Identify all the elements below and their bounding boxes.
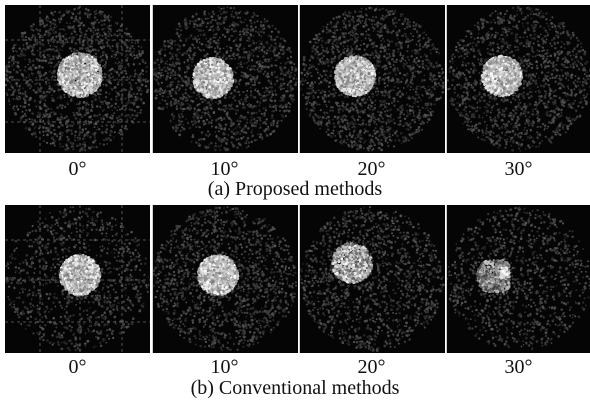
beam-image-conventional-0deg — [5, 205, 150, 353]
beam-image-proposed-30deg — [446, 5, 590, 153]
beam-image-proposed-0deg-svg — [5, 5, 150, 153]
beam-image-conventional-10deg-svg — [153, 206, 298, 352]
angle-label-conventional-0deg: 0° — [5, 356, 150, 378]
beam-image-conventional-0deg-svg — [5, 205, 150, 353]
beam-image-conventional-20deg-svg — [300, 205, 445, 352]
angle-label-proposed-0deg: 0° — [5, 158, 150, 180]
angle-label-conventional-30deg: 30° — [446, 356, 590, 378]
beam-image-conventional-10deg — [152, 205, 298, 353]
angle-label-conventional-20deg: 20° — [299, 356, 444, 378]
beam-image-conventional-20deg — [299, 205, 445, 353]
beam-image-proposed-20deg — [299, 5, 445, 153]
angle-label-proposed-30deg: 30° — [446, 158, 590, 180]
angle-label-proposed-20deg: 20° — [299, 158, 444, 180]
beam-image-proposed-0deg — [5, 5, 150, 153]
beam-image-proposed-20deg-svg — [300, 6, 445, 152]
caption-proposed-methods: (a) Proposed methods — [0, 178, 590, 200]
beam-image-proposed-10deg — [152, 5, 298, 153]
proposed-methods-row — [5, 5, 590, 153]
beam-image-proposed-30deg-svg — [447, 5, 590, 152]
beam-image-conventional-30deg-svg — [447, 206, 590, 351]
angle-label-proposed-10deg: 10° — [152, 158, 297, 180]
beam-image-proposed-10deg-svg — [153, 6, 298, 152]
angle-label-conventional-10deg: 10° — [152, 356, 297, 378]
conventional-methods-row — [5, 205, 590, 353]
beam-image-conventional-30deg — [446, 205, 590, 353]
caption-conventional-methods: (b) Conventional methods — [0, 377, 590, 399]
